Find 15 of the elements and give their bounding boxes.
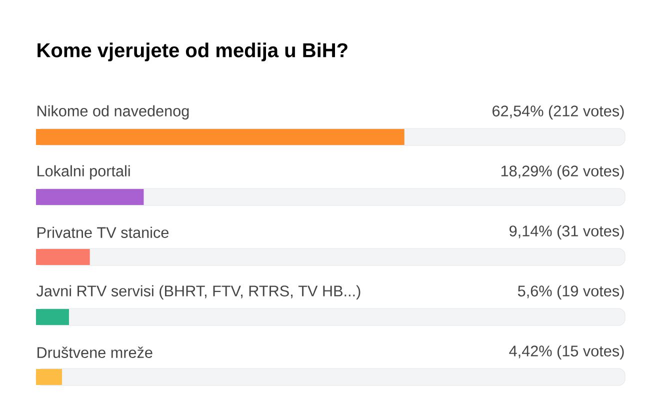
y-tick-label: Društvene mreže [38, 346, 152, 358]
y-tick-label: Javni RTV servisi (BHRT, FTV, RTRS, TV HB...) [36, 285, 360, 300]
bar [36, 189, 144, 206]
data-label: 5,6% (19 votes) [518, 285, 624, 300]
bar [36, 369, 62, 386]
data-label: 9,14% (31 votes) [510, 225, 624, 240]
y-tick-label: Nikome od navedenog [38, 105, 189, 120]
data-label: 4,42% (15 votes) [509, 345, 624, 360]
y-tick-label: Privatne TV stanice [38, 226, 169, 238]
chart-title: Kome vjerujete od medija u BiH? [38, 42, 348, 62]
bar [36, 249, 90, 266]
data-label: 62,54% (212 votes) [492, 105, 624, 120]
bar [36, 309, 69, 326]
y-tick-label: Lokalni portali [38, 165, 130, 180]
data-label: 18,29% (62 votes) [501, 165, 624, 180]
